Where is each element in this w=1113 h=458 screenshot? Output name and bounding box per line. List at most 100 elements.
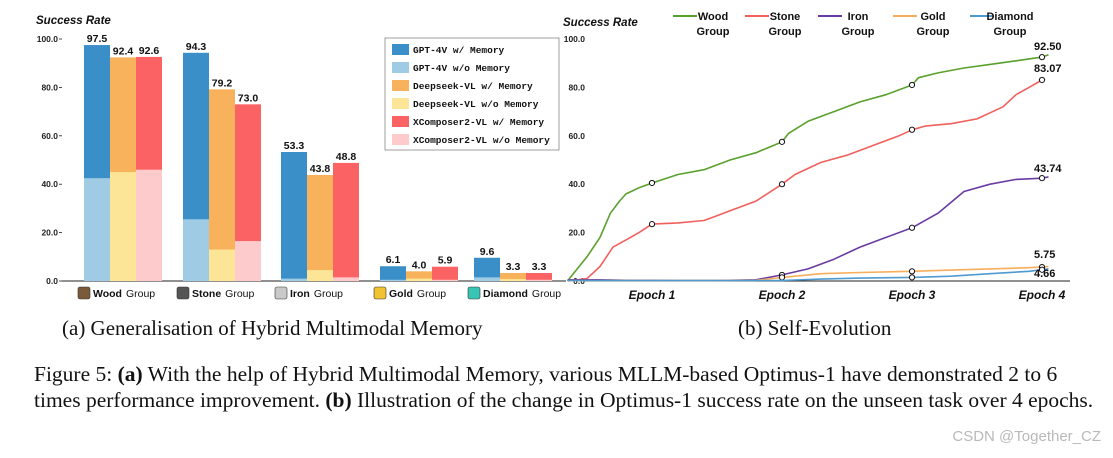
- category-suffix: Group: [532, 288, 561, 300]
- bar-with-memory: [406, 271, 432, 281]
- line-legend-label-group: Group: [769, 26, 802, 38]
- bar-with-memory: [474, 257, 500, 281]
- bar-y-tick-label: 100.0: [37, 34, 59, 44]
- bar-value-label: 97.5: [87, 33, 108, 45]
- line-legend-label-group: Group: [917, 26, 950, 38]
- legend-box: [384, 37, 560, 151]
- legend-swatch: [392, 116, 409, 127]
- bar-legend: GPT-4V w/ Memory GPT-4V w/o Memory Deepsee…: [384, 37, 560, 151]
- line-epoch-marker: [648, 179, 656, 187]
- bar-value-label: 94.3: [186, 41, 207, 53]
- category-suffix: Group: [314, 288, 343, 300]
- line-epoch-marker: [1038, 175, 1046, 182]
- caption-a-tag: (a): [117, 362, 143, 386]
- line-series: [566, 53, 1049, 282]
- legend-label: XComposer2-VL w/o Memory: [413, 135, 550, 146]
- line-x-tick-label: Epoch 2: [759, 288, 806, 302]
- diamond-block-icon: [467, 286, 481, 300]
- line-epoch-marker: [1038, 54, 1046, 61]
- line-end-value-label: 43.74: [1034, 163, 1062, 175]
- legend-label: Deepseek-VL w/ Memory: [413, 81, 533, 92]
- line-epoch-marker: [1038, 266, 1046, 273]
- bar-without-memory: [406, 278, 432, 281]
- caption-a-text: With the help of Hybrid Multimodal Memor…: [34, 362, 1058, 412]
- gold-block-icon: [373, 286, 387, 300]
- bar-without-memory: [526, 279, 552, 281]
- category-suffix: Group: [417, 288, 446, 300]
- bar-value-label: 9.6: [480, 246, 495, 258]
- bar-x-category-label: Diamond Group: [483, 288, 561, 300]
- bar-value-label: 3.3: [506, 261, 521, 273]
- bar-with-memory: [432, 266, 458, 281]
- bar-without-memory: [235, 241, 261, 281]
- line-y-tick-label: 80.0: [568, 82, 585, 92]
- line-epoch-marker: [908, 126, 916, 133]
- bar-value-label: 43.8: [310, 163, 331, 175]
- wood-block-icon: [77, 286, 91, 300]
- bar-without-memory: [333, 277, 359, 281]
- legend-label: GPT-4V w/ Memory: [413, 45, 505, 56]
- bar-without-memory: [136, 169, 162, 281]
- line-legend-label-group: Group: [842, 26, 875, 38]
- line-end-value-label: 83.07: [1034, 63, 1062, 75]
- line-epoch-marker: [908, 274, 916, 281]
- bar-without-memory: [110, 172, 136, 281]
- bar-without-memory: [281, 278, 307, 281]
- line-epoch-marker: [908, 268, 916, 275]
- line-legend-label: Wood: [698, 11, 728, 23]
- bar-value-label: 5.9: [438, 255, 453, 267]
- figure-caption: Figure 5: (a) With the help of Hybrid Mu…: [34, 361, 1094, 413]
- bar-with-memory: [209, 89, 235, 281]
- line-y-tick-label: 100.0: [564, 34, 586, 44]
- line-epoch-marker: [648, 221, 656, 228]
- caption-b-tag: (b): [325, 388, 352, 412]
- line-end-value-label: 5.75: [1034, 249, 1055, 261]
- line-epoch-marker: [908, 81, 916, 89]
- bar-chart-title: Success Rate: [36, 15, 111, 27]
- legend-label: XComposer2-VL w/ Memory: [413, 117, 544, 128]
- line-y-tick-label: 40.0: [568, 179, 585, 189]
- line-epoch-marker: [1038, 76, 1046, 84]
- caption-prefix: Figure 5:: [34, 362, 118, 386]
- line-legend-label: Iron: [848, 11, 869, 23]
- line-x-tick-label: Epoch 1: [629, 288, 676, 302]
- line-end-value-label: 4.66: [1034, 268, 1055, 280]
- category-name: Stone: [192, 288, 221, 300]
- line-epoch-marker: [778, 274, 786, 281]
- bar-y-tick-label: 80.0: [41, 82, 58, 92]
- bar-y-tick-label: 20.0: [41, 228, 58, 238]
- bar-value-label: 4.0: [412, 259, 427, 271]
- line-series: [567, 79, 1043, 282]
- bar-with-memory: [380, 266, 406, 281]
- legend-swatch: [392, 134, 409, 145]
- bar-without-memory: [474, 277, 500, 281]
- bar-without-memory: [432, 279, 458, 281]
- subcaption-a: (a) Generalisation of Hybrid Multimodal …: [62, 316, 483, 340]
- bar-value-label: 79.2: [212, 77, 233, 89]
- bar-x-category-label: Gold Group: [389, 288, 446, 300]
- line-legend-label: Gold: [920, 11, 945, 23]
- bar-x-category-label: Stone Group: [192, 288, 255, 300]
- category-suffix: Group: [225, 288, 254, 300]
- category-name: Gold: [389, 288, 413, 300]
- bar-x-category-label: Wood Group: [93, 288, 155, 300]
- line-legend-label-group: Group: [994, 26, 1027, 38]
- bar-without-memory: [380, 279, 406, 281]
- category-name: Iron: [290, 288, 310, 300]
- line-y-tick-label: 60.0: [568, 131, 585, 141]
- bar-value-label: 3.3: [532, 261, 547, 273]
- bar-without-memory: [500, 279, 526, 281]
- caption-b-text: Illustration of the change in Optimus-1 …: [351, 388, 1094, 412]
- bar-value-label: 92.4: [113, 45, 134, 57]
- category-name: Diamond: [483, 288, 528, 300]
- bar-without-memory: [183, 219, 209, 281]
- bar-with-memory: [500, 273, 526, 281]
- bar-without-memory: [209, 249, 235, 281]
- line-series: [567, 268, 1049, 282]
- category-suffix: Group: [126, 288, 155, 300]
- line-chart-title: Success Rate: [563, 17, 638, 29]
- line-legend-label: Diamond: [986, 11, 1033, 23]
- line-legend-label-group: Group: [697, 26, 730, 38]
- bar-value-label: 6.1: [386, 254, 401, 266]
